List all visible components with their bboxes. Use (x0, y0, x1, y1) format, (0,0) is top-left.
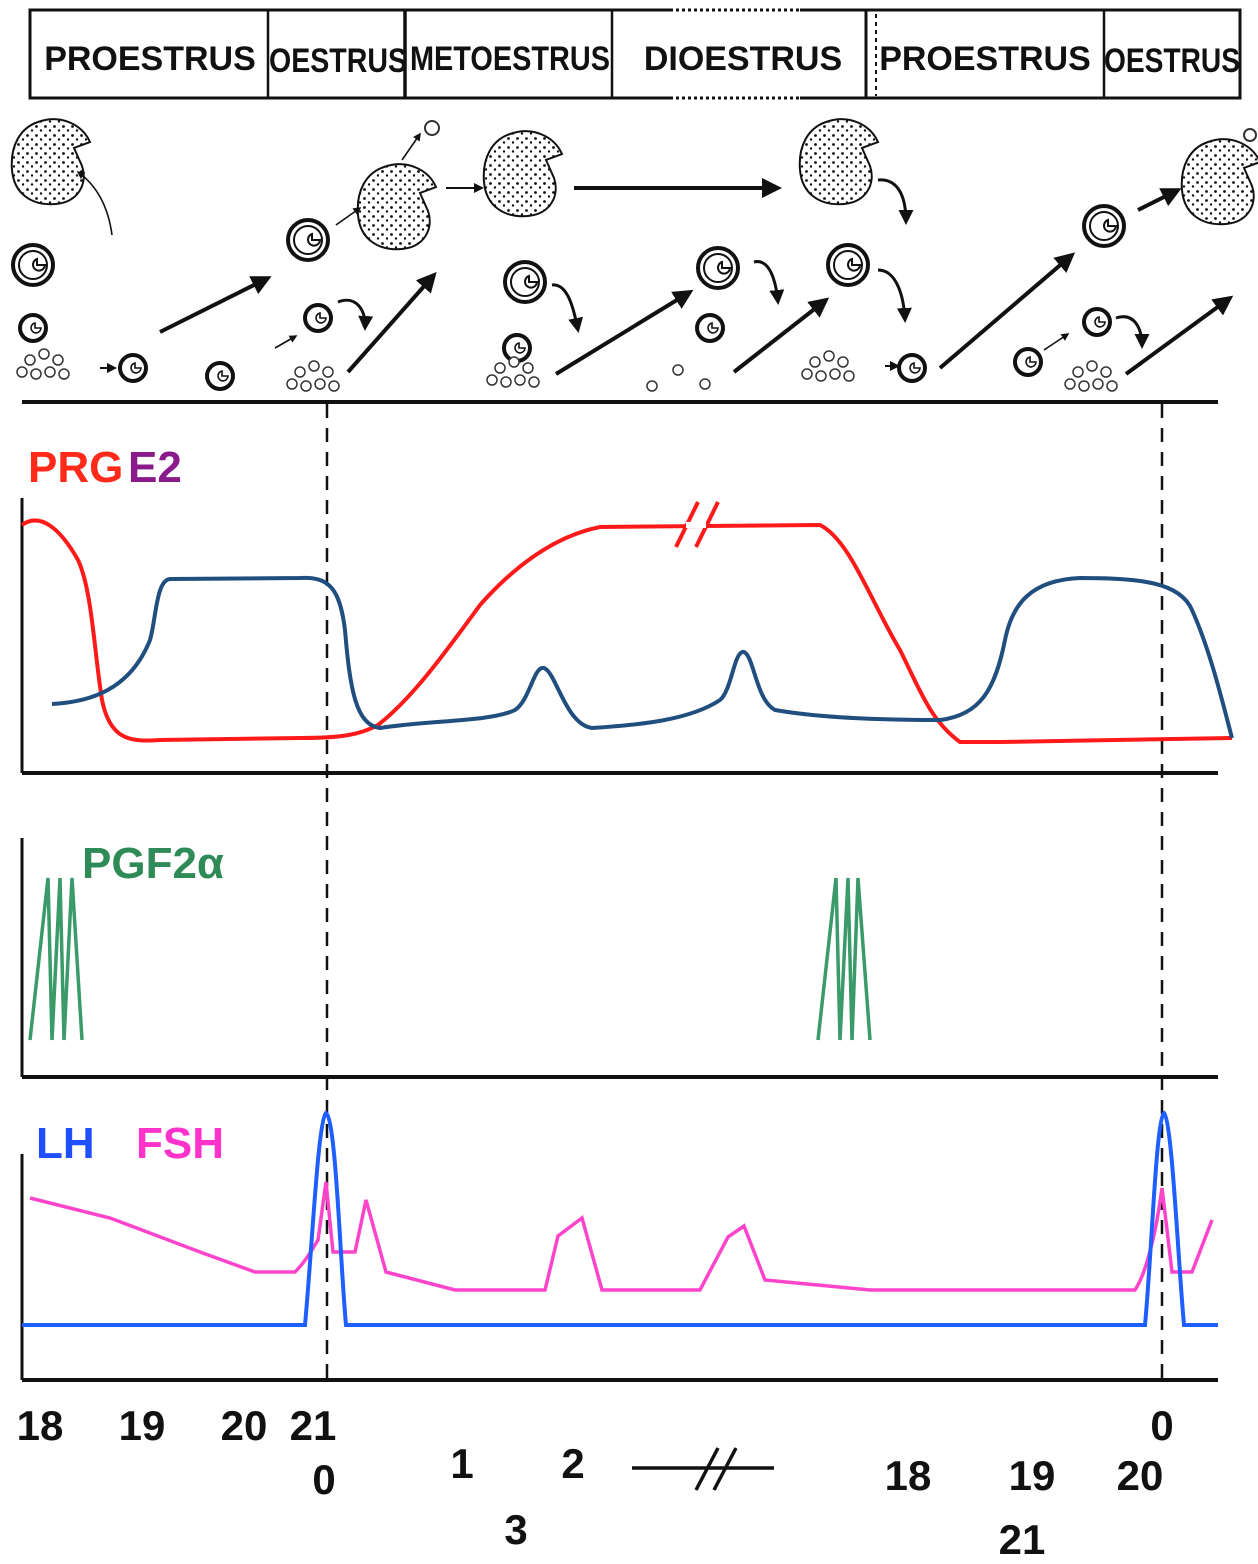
antral-follicle-icon (11, 243, 55, 287)
day-label: 0 (312, 1456, 335, 1503)
phase-label-dioestrus: DIOESTRUS (644, 40, 842, 78)
follicle-icon (118, 353, 148, 383)
antral-follicle-icon (1082, 204, 1126, 248)
phase-label-oestrus-2: OESTRUS (1104, 42, 1240, 80)
follicle-icon (1013, 347, 1043, 377)
corpus-luteum-icon (10, 118, 91, 206)
break-mark-icon (674, 501, 720, 548)
corpus-luteum-icon (482, 130, 563, 218)
phase-label-proestrus-2: PROESTRUS (879, 40, 1091, 78)
day-label: 21 (290, 1402, 337, 1449)
lh-label: LH (36, 1119, 95, 1168)
day-axis-labels: 18 19 20 21 0 1 2 3 18 19 20 21 0 (17, 1402, 1174, 1563)
prostaglandin-panel: PGF2α (20, 838, 1218, 1079)
day-label: 21 (999, 1516, 1046, 1563)
steroid-panel: PRG E2 (20, 443, 1234, 775)
pgf2a-pulses-2 (816, 877, 872, 1041)
day-label: 19 (1009, 1452, 1056, 1499)
follicle-cluster-icon (16, 348, 70, 380)
antral-follicle-icon (503, 260, 547, 304)
antral-follicle-icon (826, 243, 870, 287)
pgf2a-label: PGF2α (82, 839, 224, 888)
day-label: 2 (561, 1440, 584, 1487)
phase-bar: PROESTRUS OESTRUS METOESTRUS DIOESTRUS P… (28, 8, 1242, 100)
prg-curve (20, 518, 1233, 744)
follicle-icon (18, 313, 48, 343)
antral-follicle-icon (696, 246, 740, 290)
follicle-icon (1082, 307, 1112, 337)
fsh-curve (29, 1181, 1214, 1292)
corpus-luteum-icon (356, 163, 437, 251)
follicle-cluster-icon (1064, 360, 1118, 392)
day-label: 18 (885, 1452, 932, 1499)
day-label: 18 (17, 1402, 64, 1449)
e2-curve (51, 575, 1234, 739)
ovulation-line-icon (325, 404, 1164, 1385)
day-label: 1 (450, 1440, 473, 1487)
day-label: 20 (221, 1402, 268, 1449)
corpus-luteum-icon (1180, 138, 1258, 226)
antral-follicle-icon (286, 218, 330, 262)
pgf2a-pulses-1 (28, 877, 84, 1041)
corpus-luteum-icon (798, 118, 879, 206)
day-label: 20 (1117, 1452, 1164, 1499)
phase-label-proestrus: PROESTRUS (44, 40, 256, 78)
phase-label-metoestrus: METOESTRUS (410, 40, 610, 78)
follicle-icon (695, 313, 725, 343)
e2-label: E2 (128, 443, 182, 492)
gonadotropin-panel: LH FSH (20, 1110, 1218, 1382)
phase-label-oestrus: OESTRUS (269, 42, 407, 80)
growth-arrow-icon (76, 132, 1234, 376)
day-label: 0 (1150, 1402, 1173, 1449)
follicle-icon (205, 361, 235, 391)
follicle-icon (303, 303, 333, 333)
follicle-cluster-icon (286, 360, 340, 392)
lh-curve (22, 1110, 1218, 1327)
prg-label: PRG (28, 443, 123, 492)
break-mark-icon (632, 1447, 774, 1491)
day-label: 3 (504, 1506, 527, 1553)
follicle-icon (897, 353, 927, 383)
follicle-cluster-icon (801, 350, 855, 382)
ovarian-dynamics-schematic (10, 118, 1258, 404)
follicle-cluster-icon (486, 356, 540, 388)
day-label: 19 (119, 1402, 166, 1449)
fsh-label: FSH (136, 1119, 224, 1168)
